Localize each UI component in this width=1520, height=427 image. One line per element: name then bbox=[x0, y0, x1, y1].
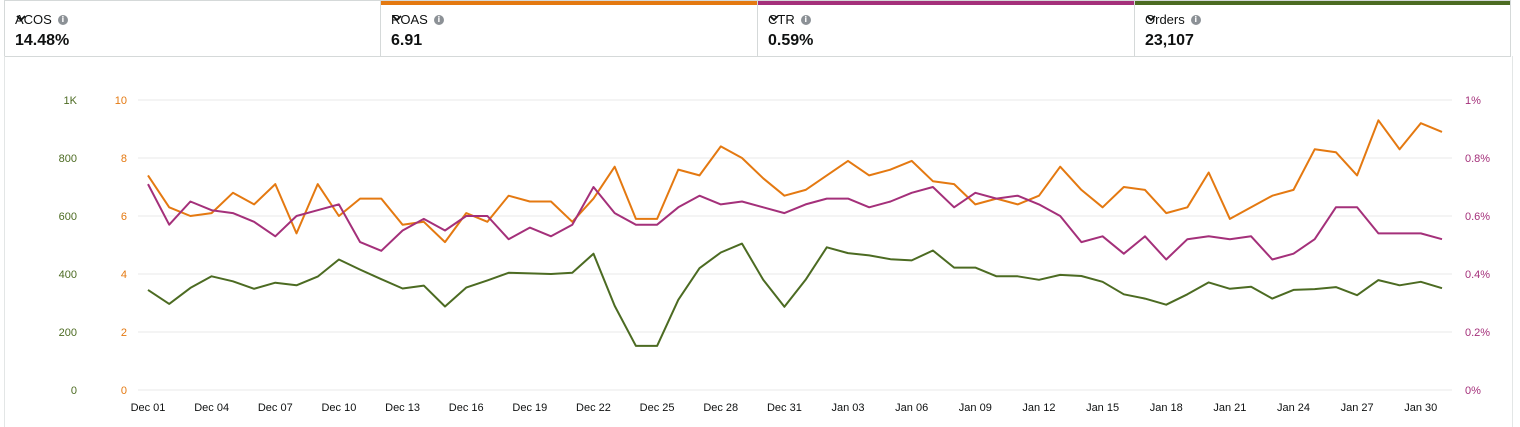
ctr-axis-tick: 0.4% bbox=[1465, 269, 1490, 281]
series-line-orders bbox=[147, 242, 1443, 347]
ctr-axis-tick: 0.6% bbox=[1465, 211, 1490, 223]
ctr-axis-tick: 1% bbox=[1465, 95, 1481, 107]
metric-color-bar bbox=[758, 1, 1134, 5]
x-axis-tick: Dec 01 bbox=[131, 402, 166, 414]
roas-axis-tick: 4 bbox=[121, 269, 127, 281]
chevron-down-icon[interactable] bbox=[1145, 12, 1157, 24]
orders-axis-tick: 600 bbox=[59, 211, 77, 223]
info-icon[interactable]: i bbox=[800, 14, 811, 25]
ctr-axis-tick: 0.8% bbox=[1465, 153, 1490, 165]
metric-color-bar bbox=[5, 1, 380, 5]
roas-axis-tick: 6 bbox=[121, 211, 127, 223]
chevron-down-icon[interactable] bbox=[768, 12, 780, 24]
x-axis-tick: Jan 15 bbox=[1086, 402, 1119, 414]
x-axis-tick: Dec 10 bbox=[321, 402, 356, 414]
x-axis-tick: Dec 13 bbox=[385, 402, 420, 414]
metric-value: 14.48% bbox=[15, 32, 70, 49]
metric-card-ctr[interactable]: CTR i 0.59% bbox=[758, 0, 1135, 57]
x-axis-tick: Jan 09 bbox=[959, 402, 992, 414]
metric-label: CTR bbox=[768, 12, 795, 27]
ctr-axis-tick: 0% bbox=[1465, 385, 1481, 397]
x-axis-tick: Jan 21 bbox=[1213, 402, 1246, 414]
x-axis-tick: Jan 24 bbox=[1277, 402, 1310, 414]
x-axis-tick: Dec 31 bbox=[767, 402, 802, 414]
roas-axis-tick: 10 bbox=[115, 95, 127, 107]
metric-card-orders[interactable]: Orders i 23,107 bbox=[1135, 0, 1511, 57]
metric-value: 6.91 bbox=[391, 32, 423, 49]
info-icon[interactable]: i bbox=[57, 14, 68, 25]
x-axis-tick: Dec 07 bbox=[258, 402, 293, 414]
orders-axis-tick: 800 bbox=[59, 153, 77, 165]
info-icon[interactable]: i bbox=[1190, 14, 1201, 25]
roas-axis-tick: 0 bbox=[121, 385, 127, 397]
x-axis-tick: Jan 06 bbox=[895, 402, 928, 414]
chevron-down-icon[interactable] bbox=[15, 12, 27, 24]
x-axis-tick: Jan 12 bbox=[1022, 402, 1055, 414]
x-axis-tick: Dec 25 bbox=[640, 402, 675, 414]
orders-axis-tick: 200 bbox=[59, 327, 77, 339]
roas-axis-tick: 8 bbox=[121, 153, 127, 165]
x-axis-tick: Dec 22 bbox=[576, 402, 611, 414]
orders-axis-tick: 0 bbox=[71, 385, 77, 397]
metric-value: 0.59% bbox=[768, 32, 814, 49]
x-axis-tick: Dec 16 bbox=[449, 402, 484, 414]
x-axis-tick: Dec 04 bbox=[194, 402, 229, 414]
metric-card-roas[interactable]: ROAS i 6.91 bbox=[381, 0, 758, 57]
chart-area bbox=[4, 56, 1513, 427]
series-line-ctr bbox=[147, 183, 1443, 261]
x-axis-tick: Jan 18 bbox=[1150, 402, 1183, 414]
x-axis-tick: Jan 30 bbox=[1404, 402, 1437, 414]
metric-card-acos[interactable]: ACOS i 14.48% bbox=[4, 0, 381, 57]
metric-value: 23,107 bbox=[1145, 32, 1194, 49]
x-axis-tick: Jan 03 bbox=[832, 402, 865, 414]
x-axis-tick: Dec 28 bbox=[703, 402, 738, 414]
series-line-roas bbox=[147, 119, 1443, 244]
x-axis-tick: Dec 19 bbox=[512, 402, 547, 414]
metric-label: Orders bbox=[1145, 12, 1185, 27]
x-axis-tick: Jan 27 bbox=[1341, 402, 1374, 414]
info-icon[interactable]: i bbox=[433, 14, 444, 25]
metric-color-bar bbox=[1135, 1, 1510, 5]
orders-axis-tick: 400 bbox=[59, 269, 77, 281]
orders-axis-tick: 1K bbox=[64, 95, 78, 107]
metric-color-bar bbox=[381, 1, 757, 5]
roas-axis-tick: 2 bbox=[121, 327, 127, 339]
metrics-bar: ACOS i 14.48% ROAS i 6.91 CTR i 0.59% Or… bbox=[4, 0, 1511, 57]
chevron-down-icon[interactable] bbox=[391, 12, 403, 24]
ctr-axis-tick: 0.2% bbox=[1465, 327, 1490, 339]
